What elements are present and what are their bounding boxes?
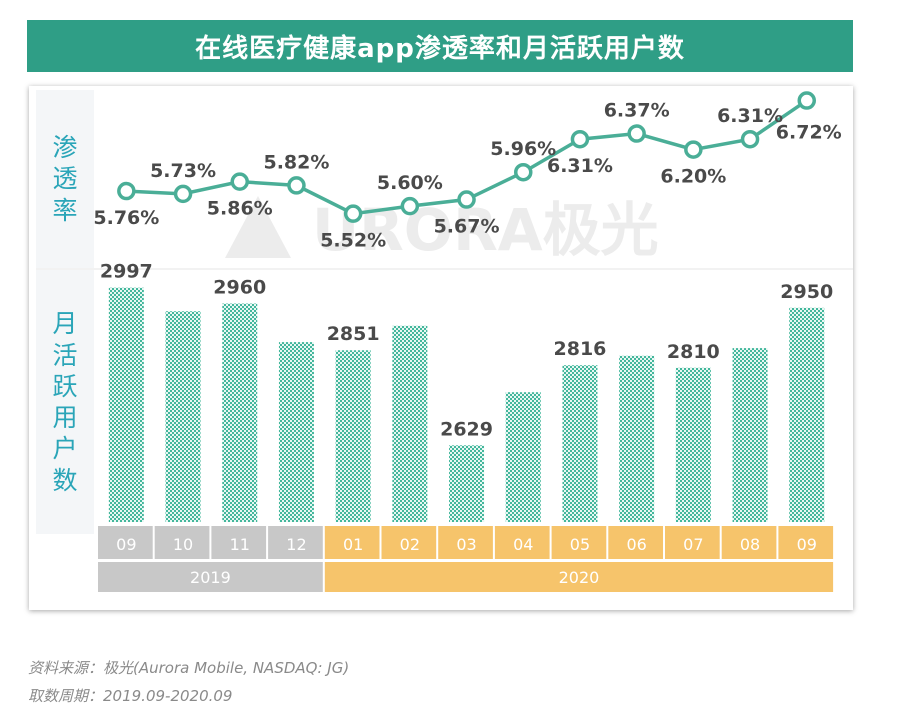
side-label-char: 率 (52, 195, 78, 225)
penetration-point (400, 196, 420, 216)
year-band (98, 562, 323, 592)
mau-bar (392, 325, 428, 522)
penetration-data-label: 6.31% (547, 155, 613, 177)
penetration-data-label: 6.20% (660, 166, 726, 188)
penetration-data-label: 5.52% (320, 230, 386, 252)
side-label-char: 透 (52, 164, 78, 194)
penetration-data-label: 6.31% (717, 105, 783, 127)
penetration-data-label: 5.96% (490, 138, 556, 160)
mau-bar (562, 365, 598, 522)
mau-bar-label: 2810 (667, 341, 720, 363)
month-cell (98, 526, 153, 559)
penetration-point (570, 129, 590, 149)
data-source-note: 资料来源：极光(Aurora Mobile, NASDAQ: JG) (28, 659, 350, 677)
penetration-point (684, 140, 703, 159)
month-cell (381, 526, 437, 559)
month-cell (608, 526, 663, 559)
month-cell (268, 526, 323, 559)
mau-bar-label: 2997 (100, 261, 153, 283)
penetration-point (627, 124, 646, 143)
month-cell (438, 526, 493, 559)
penetration-point (117, 181, 136, 201)
mau-bar (222, 303, 258, 522)
month-tick-label: 05 (570, 535, 590, 554)
month-tick-label: 09 (116, 535, 136, 554)
month-cell (551, 526, 607, 559)
penetration-point (343, 204, 363, 223)
penetration-point (173, 184, 193, 204)
penetration-rate-label: 渗透率 (36, 90, 94, 268)
month-tick-label: 10 (173, 535, 193, 554)
mau-bar (165, 311, 201, 522)
mau-bar (505, 392, 541, 522)
data-period-note: 取数周期：2019.09-2020.09 (28, 687, 233, 705)
month-tick-label: 07 (683, 535, 703, 554)
penetration-point (797, 91, 816, 110)
watermark-text: URORA极光 (312, 196, 659, 264)
month-tick-label: 12 (286, 535, 306, 554)
mau-bar (278, 342, 314, 522)
mau-bar (732, 348, 768, 522)
penetration-point (514, 162, 533, 182)
penetration-data-label: 5.86% (207, 198, 273, 220)
side-label-char: 月 (52, 309, 78, 339)
year-label: 2020 (559, 568, 600, 587)
penetration-data-label: 6.37% (604, 100, 670, 122)
month-cell (494, 526, 550, 559)
penetration-data-label: 5.73% (150, 160, 216, 182)
year-label: 2019 (190, 568, 231, 587)
mau-bar-label: 2851 (327, 323, 380, 345)
penetration-point (230, 172, 249, 191)
chart-title: 在线医疗健康app渗透率和月活跃用户数 (27, 20, 853, 72)
month-cell (211, 526, 267, 559)
mau-bar (675, 367, 711, 522)
watermark-logo (225, 196, 291, 258)
month-tick-label: 03 (456, 535, 476, 554)
penetration-point (287, 176, 306, 195)
side-label-char: 户 (52, 434, 78, 464)
side-label-char: 用 (52, 403, 78, 432)
year-band (324, 562, 834, 592)
mau-bar (789, 307, 825, 522)
penetration-point (740, 129, 760, 149)
month-cell (154, 526, 210, 559)
month-cell (665, 526, 720, 559)
side-label-char: 渗 (52, 133, 78, 163)
mau-bar (108, 287, 144, 522)
month-cell (324, 526, 380, 559)
side-label-char: 跃 (52, 371, 78, 401)
month-tick-label: 01 (343, 535, 363, 554)
penetration-data-label: 5.76% (93, 207, 159, 229)
month-tick-label: 06 (626, 535, 646, 554)
mau-bar-label: 2960 (213, 277, 266, 299)
month-tick-label: 08 (740, 535, 760, 554)
penetration-data-label: 6.72% (776, 122, 842, 144)
month-cell (721, 526, 777, 559)
month-tick-label: 09 (797, 535, 817, 554)
mau-bar (449, 445, 485, 522)
month-tick-label: 02 (400, 535, 420, 554)
mau-label: 月活跃用户数 (36, 270, 94, 534)
mau-bar (335, 350, 371, 522)
month-tick-label: 04 (513, 535, 533, 554)
penetration-data-label: 5.60% (377, 172, 443, 194)
mau-bar-label: 2950 (780, 281, 833, 303)
mau-bar-label: 2816 (554, 338, 607, 360)
side-label-char: 活 (52, 340, 78, 370)
penetration-data-label: 5.67% (434, 216, 500, 238)
side-label-char: 数 (52, 465, 78, 495)
mau-bar (619, 355, 655, 522)
penetration-point (457, 190, 476, 209)
month-cell (778, 526, 834, 559)
mau-bar-label: 2629 (440, 418, 493, 440)
penetration-data-label: 5.82% (263, 151, 329, 173)
month-tick-label: 11 (230, 535, 250, 554)
